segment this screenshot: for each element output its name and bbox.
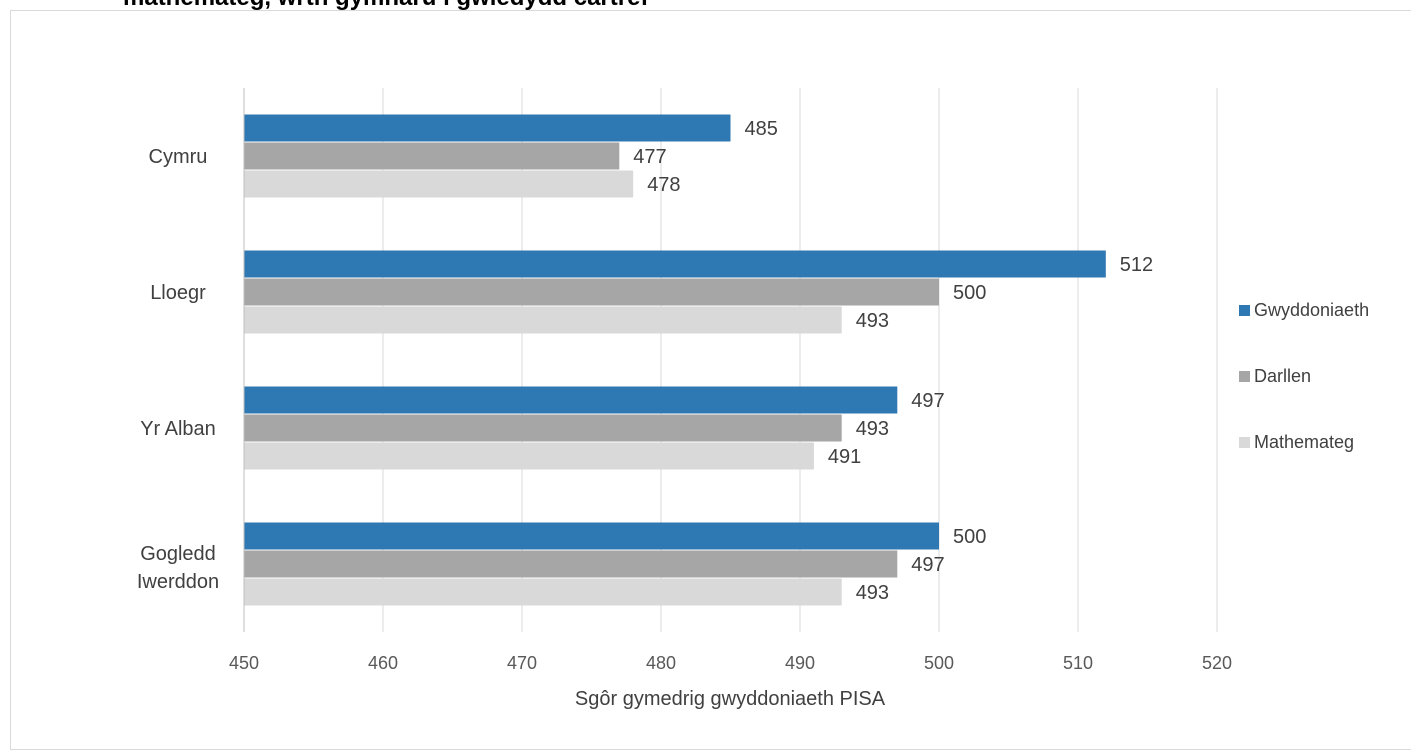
data-label: 493 [856,582,889,604]
bar [244,578,842,606]
legend-label: Darllen [1254,365,1312,386]
y-tick-label: Gogledd Iwerddon [137,543,219,593]
legend-swatch [1239,304,1250,316]
x-tick-label: 520 [1202,653,1232,673]
legend-label: Gwyddoniaeth [1254,299,1370,320]
bar [244,142,620,170]
bar [244,522,939,550]
bar [244,250,1106,278]
data-label: 497 [911,390,944,412]
x-axis-title: Sgôr gymedrig gwyddoniaeth PISA [575,688,886,710]
legend-label: Mathemateg [1254,431,1355,452]
bar [244,278,939,306]
x-tick-label: 500 [924,653,954,673]
data-label: 477 [633,146,666,168]
data-label: 493 [856,418,889,440]
y-tick-label: Yr Alban [140,418,216,440]
bar-chart: 485 477 478 512 500 493 497 493 491 500 497 493 450… [137,88,1232,710]
x-tick-label: 510 [1063,653,1093,673]
x-tick-label: 470 [507,653,537,673]
bar [244,386,898,414]
legend-item-gwyddoniaeth: Gwyddoniaeth [1239,277,1369,343]
data-label: 493 [856,310,889,332]
x-tick-label: 480 [646,653,676,673]
y-tick-label: Lloegr [150,282,206,304]
data-label: 500 [953,282,986,304]
legend-swatch [1239,370,1250,382]
chart-title: mathemateg, wrth gymharu i gwledydd cart… [123,0,648,12]
grid-lines [382,88,1218,632]
bars [244,114,1106,606]
legend-item-darllen: Darllen [1239,343,1369,409]
data-label: 497 [911,554,944,576]
bar [244,550,898,578]
data-labels: 485 477 478 512 500 493 497 493 491 500 497 493 [633,118,1153,604]
legend-swatch [1239,436,1250,448]
data-label: 500 [953,526,986,548]
bar [244,414,842,442]
x-tick-label: 490 [785,653,815,673]
bar [244,170,634,198]
legend: Gwyddoniaeth Darllen Mathemateg [1239,277,1369,475]
data-label: 485 [745,118,778,140]
data-label: 491 [828,446,861,468]
bar [244,114,731,142]
y-tick-label: Cymru [149,146,208,168]
bar [244,442,814,470]
x-tick-label: 450 [229,653,259,673]
data-label: 478 [647,174,680,196]
bar [244,306,842,334]
legend-item-mathemateg: Mathemateg [1239,409,1369,475]
x-tick-label: 460 [368,653,398,673]
axes: 450 460 470 480 490 500 510 520 Cymru Lloegr Yr Al… [137,88,1232,673]
data-label: 512 [1120,254,1153,276]
